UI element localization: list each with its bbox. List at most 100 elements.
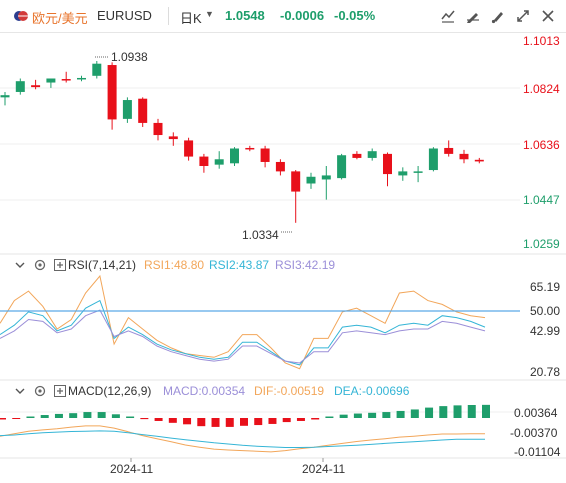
candle-body	[92, 63, 102, 76]
price-axis-label: 1.1013	[523, 34, 560, 48]
candle	[61, 71, 71, 83]
settings-icon[interactable]	[33, 258, 47, 272]
symbol-name-cn[interactable]: 欧元/美元	[32, 11, 88, 26]
candle	[107, 62, 117, 130]
candle	[15, 78, 25, 95]
candle-body	[107, 65, 117, 120]
toolbar: 欧元/美元 EURUSD 日K ▼ 1.0548 -0.0006 -0.05%	[0, 0, 566, 32]
rsi-collapse-icon[interactable]	[14, 259, 26, 274]
candle-body	[367, 151, 377, 158]
price-change-pct: -0.05%	[334, 8, 376, 23]
low-annotation: 1.0334	[242, 228, 279, 242]
candle	[367, 148, 377, 161]
rsi-line-1	[0, 274, 486, 370]
toolbar-border	[0, 32, 566, 33]
macd-bar	[126, 416, 135, 418]
dif-value: DIF:-0.00519	[254, 384, 325, 398]
macd-bar	[225, 418, 234, 427]
fullscreen-icon[interactable]	[513, 6, 533, 26]
flag-icon	[14, 9, 28, 23]
candle-body	[15, 81, 25, 92]
chevron-down-icon[interactable]: ▼	[205, 9, 214, 19]
candle-body	[122, 100, 132, 119]
candle	[398, 167, 408, 181]
macd-bar	[26, 416, 35, 418]
macd-axis-label: 0.00364	[514, 406, 558, 420]
macd-bar	[254, 418, 263, 426]
candle-body	[337, 155, 347, 179]
macd-bar	[439, 406, 448, 418]
indicator-icon[interactable]	[438, 6, 458, 26]
add-indicator-icon[interactable]	[53, 258, 67, 272]
brush-icon[interactable]	[488, 6, 508, 26]
candle	[260, 145, 270, 168]
macd-bar	[325, 416, 334, 418]
candle	[46, 78, 56, 88]
rsi-line-2	[0, 299, 486, 366]
macd-bar	[40, 415, 49, 418]
macd-bar	[396, 410, 405, 418]
macd-bar	[12, 418, 21, 419]
macd-lines	[0, 425, 486, 453]
macd-bar	[296, 418, 305, 421]
candle-body	[459, 153, 469, 160]
high-annotation: 1.0938	[111, 50, 148, 64]
rsi-title[interactable]: RSI(7,14,21)	[68, 258, 137, 272]
macd-bar	[69, 413, 78, 418]
candle-body	[413, 171, 423, 173]
macd-bar	[410, 409, 419, 418]
candle-body	[46, 78, 56, 83]
rsi3-value: RSI3:42.19	[275, 258, 336, 272]
macd-bar	[154, 418, 163, 421]
candle	[444, 140, 454, 157]
rsi1-value: RSI1:48.80	[144, 258, 205, 272]
candle	[77, 75, 86, 82]
candle	[459, 149, 469, 164]
candle-body	[275, 161, 285, 172]
macd-axis-label: -0.00370	[510, 426, 558, 440]
candle	[153, 118, 163, 141]
candle-body	[138, 98, 148, 123]
macd-bar	[368, 412, 377, 418]
candle-body	[214, 159, 224, 165]
price-axis-label: 1.0824	[523, 82, 560, 96]
candle	[428, 147, 438, 172]
close-icon[interactable]	[538, 6, 558, 26]
add-indicator-icon[interactable]	[53, 384, 67, 398]
macd-bar	[268, 418, 277, 424]
rsi-line-3	[0, 309, 486, 364]
settings-icon[interactable]	[33, 384, 47, 398]
candle	[138, 97, 148, 127]
candle	[31, 79, 41, 90]
rsi2-value: RSI2:43.87	[209, 258, 270, 272]
candle-body	[168, 136, 178, 140]
candle	[245, 145, 255, 152]
macd-title[interactable]: MACD(12,26,9)	[68, 384, 152, 398]
timeframe-select[interactable]: 日K	[180, 11, 202, 26]
price-gridlines	[0, 87, 520, 413]
candle	[321, 166, 331, 200]
macd-bar	[353, 413, 362, 418]
candle-body	[474, 159, 484, 162]
macd-collapse-icon[interactable]	[14, 385, 26, 400]
candle	[413, 166, 423, 183]
candle-body	[383, 153, 392, 175]
candle	[184, 137, 194, 161]
candle	[337, 153, 347, 180]
candle	[199, 153, 209, 173]
candle-body	[398, 171, 408, 176]
macd-bar	[311, 418, 320, 420]
rsi-series	[0, 274, 486, 370]
candle	[122, 97, 132, 123]
candle-body	[184, 140, 194, 157]
draw-icon[interactable]	[463, 6, 483, 26]
macd-bar	[168, 418, 177, 423]
candle-body	[230, 148, 239, 164]
candle	[0, 91, 10, 106]
candle	[383, 152, 392, 187]
candle-body	[77, 77, 86, 80]
macd-bar	[197, 418, 206, 427]
candle-body	[291, 171, 301, 192]
symbol-code[interactable]: EURUSD	[97, 8, 152, 23]
